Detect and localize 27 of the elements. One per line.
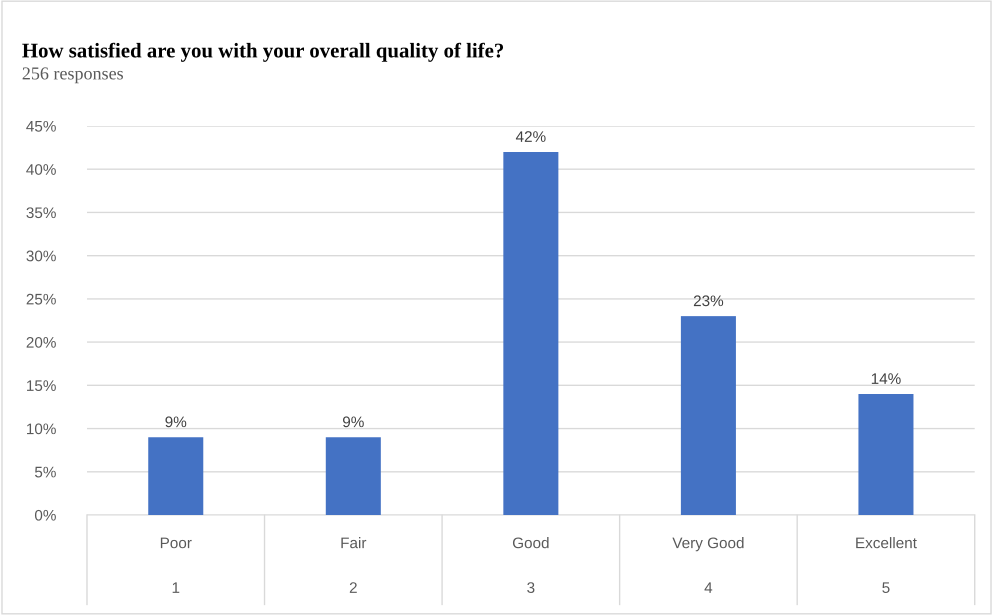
- category-label: Fair 2: [341, 537, 366, 593]
- y-tick-label: 10%: [27, 423, 56, 434]
- y-tick-label: 5%: [34, 466, 56, 478]
- y-tick-label: 30%: [26, 250, 56, 262]
- y-tick-label: 40%: [26, 164, 56, 175]
- chart-subtitle: 256 responses: [22, 67, 123, 84]
- data-label: 23%: [694, 295, 724, 306]
- category-label: Poor 1: [160, 538, 192, 593]
- y-tick-label: 35%: [26, 207, 56, 218]
- y-tick-label: 45%: [26, 120, 56, 132]
- category-label: Very Good 4: [672, 537, 744, 593]
- bar: [326, 437, 381, 515]
- bar: [148, 437, 204, 515]
- category-label: Excellent 5: [856, 537, 917, 594]
- category-label: Good 3: [512, 537, 549, 594]
- chart-title: How satisfied are you with your overall quality of life?: [22, 42, 504, 62]
- y-tick-label: 15%: [27, 380, 56, 392]
- bar: [503, 152, 558, 515]
- y-tick-label: 20%: [26, 336, 56, 348]
- data-label: 42%: [516, 131, 546, 142]
- y-tick-label: 0%: [34, 510, 56, 521]
- data-label: 9%: [342, 416, 364, 428]
- data-label: 9%: [165, 416, 186, 428]
- data-label: 14%: [872, 373, 901, 384]
- bar: [858, 394, 914, 515]
- bar: [680, 316, 736, 515]
- y-tick-label: 25%: [26, 294, 56, 305]
